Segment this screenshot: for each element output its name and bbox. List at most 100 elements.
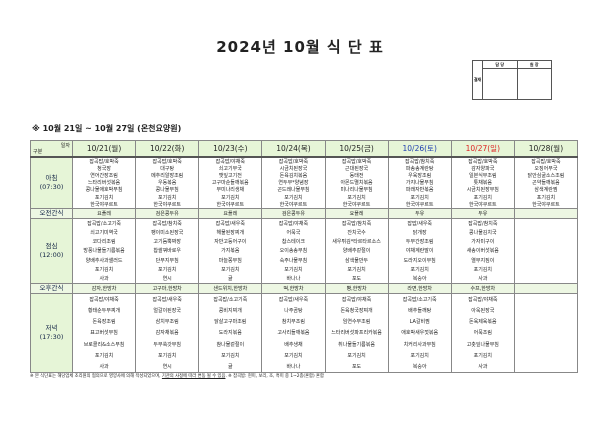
period-subtitle: ※ 10월 21일 ~ 10월 27일 (온천요양원): [32, 124, 182, 133]
menu-cell: [513, 208, 579, 219]
menu-items: 잡곡밥/호박죽 청국장 연어간장조림 느타리버섯볶음 콩나물애호박무침 포기김치 한국야쿠르…: [73, 158, 135, 209]
menu-cell: 감자,한방차: [71, 283, 137, 294]
menu-item: 아몬드멸치볶음: [340, 180, 373, 187]
menu-item: 연어간장조림: [90, 173, 118, 179]
menu-item: 한국야쿠르트: [469, 201, 497, 208]
menu-item: 연시: [162, 363, 172, 370]
menu-item: 한국야쿠르트: [90, 201, 118, 208]
menu-cell: 잡곡밥/호박죽 청국장 연어간장조림 느타리버섯볶음 콩나물애호박무침 포기김치 한국야쿠르…: [71, 156, 137, 209]
menu-item: 포기김치: [94, 352, 114, 359]
menu-cell: 잡곡밥/야채죽 황태순두부찌개 돈육장조림 표고버섯무침 브로콜리&소스무침 포기김치 사과: [71, 293, 137, 373]
menu-item: 톳채볶음: [473, 180, 493, 187]
menu-item: 잡곡밥/참치죽: [152, 221, 182, 228]
menu-item: 연시: [162, 275, 172, 282]
menu-item: 오이송송무침: [279, 248, 308, 255]
menu-items: 잡곡밥/새우죽 해물된장찌개 자반고등어구이 가지볶음 마늘쫑무침 포기김치 귤: [199, 219, 261, 283]
menu-item: 배추생채: [284, 341, 303, 348]
meal-name: 오후간식: [39, 284, 64, 292]
menu-item: 한국야쿠르트: [342, 201, 371, 208]
menu-item: 코다리조림: [92, 239, 116, 246]
menu-item: 포기김치: [284, 352, 303, 359]
menu-items: 잡곡밥/호박죽 시금치된장국 돈육김치볶음 연두부*양념장 곤드레나물무침 포기김치 한국야…: [262, 158, 324, 209]
menu-cell: 잡곡밥/호박죽 시금치된장국 돈육김치볶음 연두부*양념장 곤드레나물무침 포기김치 한국야…: [261, 156, 326, 209]
menu-item: 오징어무국: [534, 165, 558, 172]
menu-items: 잡곡밥/야채죽 어묵국 찹스테이크 오이송송무침 숙주나물무침 포기김치 바나나: [262, 219, 324, 283]
menu-item: 잡곡밥/소고기죽: [402, 297, 437, 304]
menu-item: 돈육청국장찌개: [340, 308, 373, 315]
menu-item: 포기김치: [410, 266, 429, 273]
menu-cell: 잡곡밥/호박죽 근대된장국 동태전 아몬드멸치볶음 미나리나물무침 포기김치 한국야쿠르트: [324, 156, 389, 209]
meal-time: (17:30): [39, 333, 64, 341]
menu-item: 새송이버섯볶음: [466, 248, 499, 255]
approval-label: 결재: [473, 61, 483, 99]
menu-cell: 수프,한방차: [450, 283, 515, 294]
meal-label: 오전간식: [30, 208, 73, 219]
menu-item: 잡곡밥/호박죽: [531, 158, 561, 165]
menu-cell: 잡곡밥/참치죽 콩나물김치국 가자미구이 새송이버섯볶음 열무지짐이 포기김치 사과: [450, 218, 515, 284]
menu-item: 잡곡밥/야채죽: [341, 297, 372, 304]
menu-cell: 잡곡밥/야채죽 아욱된장국 돈육제육볶음 어묵조림 고춧잎나물무침 포기김치 사과: [450, 293, 515, 373]
menu-cell: 요플레: [71, 208, 137, 219]
menu-item: 복숭아: [412, 363, 427, 370]
menu-item: 콩나물무침: [155, 187, 179, 194]
menu-cell: 잡곡밥/새우죽 해물된장찌개 자반고등어구이 가지볶음 마늘쫑무침 포기김치 귤: [198, 218, 263, 284]
page-title: 2024년 10월 식 단 표: [216, 38, 384, 56]
menu-item: 일본식무조림: [469, 173, 497, 179]
menu-item: 잔치국수: [347, 230, 366, 237]
menu-item: 잡곡밥/야채죽: [278, 221, 309, 228]
menu-item: 한국야쿠르트: [532, 201, 560, 208]
menu-cell: 고구마,한방차: [135, 283, 200, 294]
menu-items: [515, 219, 577, 283]
menu-item: 돈육제육볶음: [469, 319, 497, 326]
meal-label: 아침 (07:30): [30, 156, 73, 209]
menu-cell: 검은콩두유: [261, 208, 326, 219]
menu-item: 포기김치: [221, 352, 240, 359]
date-header: 10/26(토): [387, 140, 452, 158]
menu-items: 잡곡밥/새우죽 얼갈이된장국 삼치무조림 감자채볶음 두부쑥갓무침 포기김치 연시: [136, 294, 198, 372]
menu-item: 포기김치: [410, 194, 429, 201]
date-header: 10/22(화): [135, 140, 200, 158]
meal-time: (07:30): [39, 182, 64, 191]
approval-col-director: 원 장: [517, 61, 551, 99]
menu-item: 포기김치: [473, 266, 493, 273]
menu-cell: 잡밥/새우죽 닭개장 두부간장조림 야채계란말이 도라지오이무침 포기김치 복숭아: [387, 218, 452, 284]
menu-items: 잡곡밥/호박죽 근대된장국 동태전 아몬드멸치볶음 미나리나물무침 포기김치 한국야쿠르트: [326, 158, 388, 209]
meal-time: (12:00): [39, 251, 64, 259]
meal-table: 일자 구분 10/21(월) 10/22(화) 10/23(수) 10/24(목) 10/…: [30, 140, 579, 373]
menu-item: 동태전: [349, 173, 364, 179]
menu-item: 콩비지찌개: [218, 308, 242, 315]
menu-item: 어묵국: [286, 230, 301, 237]
meal-row-breakfast: 아침 (07:30) 잡곡밥/호박죽 청국장 연어간장조림 느타리버섯볶음 콩나물애호박무침…: [30, 156, 579, 209]
menu-item: 잡곡밥/새우죽: [215, 221, 245, 228]
menu-item: 포기김치: [347, 194, 366, 201]
menu-item: 깻잎고기전: [218, 173, 242, 179]
menu-item: 포기김치: [410, 352, 429, 359]
menu-item: 사과: [99, 363, 109, 370]
menu-item: 돈육김치볶음: [279, 173, 308, 179]
menu-cell: 잡곡밥/참치죽 파송송계란탕 우육장조림 가지나물무침 파래자반볶음 포기김치 한국야쿠르트: [387, 156, 452, 209]
menu-item: 잡곡밥/호박죽: [89, 158, 119, 165]
menu-item: 시금치된장국: [279, 165, 308, 172]
menu-item: 사과: [478, 275, 488, 282]
date-header: 10/28(월): [513, 140, 579, 158]
menu-item: 메추리알장조림: [151, 173, 184, 179]
menu-items: 잡곡밥/호박죽 감자양파국 일본식무조림 톳채볶음 시금치된장무침 포기김치 한국야쿠르트: [452, 158, 514, 209]
header-row: 일자 구분 10/21(월) 10/22(화) 10/23(수) 10/24(목) 10/…: [30, 140, 579, 158]
menu-items: [515, 294, 577, 372]
menu-item: 포기김치: [94, 266, 114, 273]
menu-item: 포기김치: [473, 352, 493, 359]
corner-cell: 일자 구분: [30, 140, 73, 158]
menu-cell: 잡곡밥/호박죽 대구탕 메추리알장조림 우동볶음 콩나물무침 포기김치 한국야쿠르트: [135, 156, 200, 209]
menu-item: 자반고등어구이: [214, 239, 247, 246]
menu-item: 삼치무조림: [155, 319, 179, 326]
menu-item: 고춧잎나물무침: [466, 341, 499, 348]
menu-item: 느타리버섯볶음: [87, 180, 121, 187]
menu-item: 잡곡밥/참치죽: [468, 221, 498, 228]
date-header: 10/21(월): [71, 140, 137, 158]
meal-label: 오후간식: [30, 283, 73, 294]
menu-item: 잡곡밥/야채죽: [215, 158, 245, 165]
menu-cell: 잡곡밥/참치죽 팽이미소된장국 고기듬뿍짜장 찹쌀꿔바로우 단무지무침 포기김치 연시: [135, 218, 200, 284]
menu-item: 가지볶음: [221, 248, 240, 255]
menu-item: 포도: [351, 363, 362, 370]
menu-item: 삼색계란찜: [534, 187, 558, 194]
